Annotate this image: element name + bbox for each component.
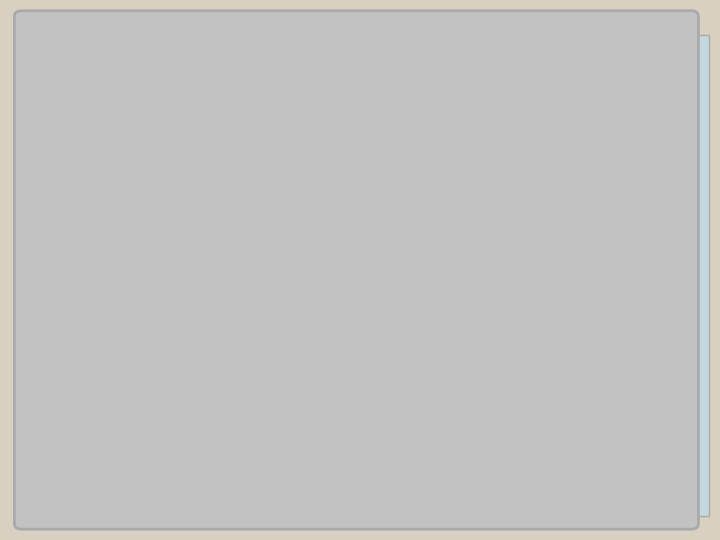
Ellipse shape (519, 163, 595, 225)
Text: ❧: ❧ (40, 30, 58, 51)
Text: ■: ■ (68, 240, 83, 255)
Text: Capsula fibroasa: Capsula fibroasa (89, 111, 297, 132)
Text: ■: ■ (68, 156, 83, 171)
Text: Piramide renale: Piramide renale (89, 238, 284, 258)
Ellipse shape (542, 239, 626, 312)
Text: NEFRON: NEFRON (119, 75, 202, 93)
Text: Zona medulara: Zona medulara (89, 195, 258, 216)
Ellipse shape (399, 156, 466, 219)
Text: Artera renala: Artera renala (89, 406, 258, 427)
Text: Vena renala: Vena renala (89, 448, 232, 469)
FancyBboxPatch shape (313, 35, 709, 516)
Ellipse shape (585, 251, 606, 267)
Ellipse shape (399, 332, 466, 395)
Ellipse shape (337, 82, 647, 469)
Text: ■: ■ (68, 282, 83, 298)
Text: ■: ■ (68, 409, 83, 424)
Text: Pelvis renal: Pelvis renal (89, 322, 245, 342)
Text: ■: ■ (68, 367, 83, 382)
Ellipse shape (459, 113, 525, 207)
Text: ■: ■ (68, 451, 83, 466)
Text: ■: ■ (68, 325, 83, 340)
Ellipse shape (459, 343, 525, 437)
FancyBboxPatch shape (90, 66, 230, 100)
Text: ■: ■ (68, 114, 83, 129)
Ellipse shape (451, 213, 559, 338)
Text: Zona corticala: Zona corticala (89, 153, 271, 174)
Ellipse shape (585, 284, 606, 300)
Ellipse shape (519, 326, 595, 388)
Ellipse shape (325, 66, 659, 484)
Text: Hil: Hil (89, 364, 127, 384)
Text: Calice mari: Calice mari (89, 280, 232, 300)
Text: STRUCTURA :: STRUCTURA : (68, 22, 361, 59)
Text: ■: ■ (68, 198, 83, 213)
Ellipse shape (569, 281, 599, 396)
